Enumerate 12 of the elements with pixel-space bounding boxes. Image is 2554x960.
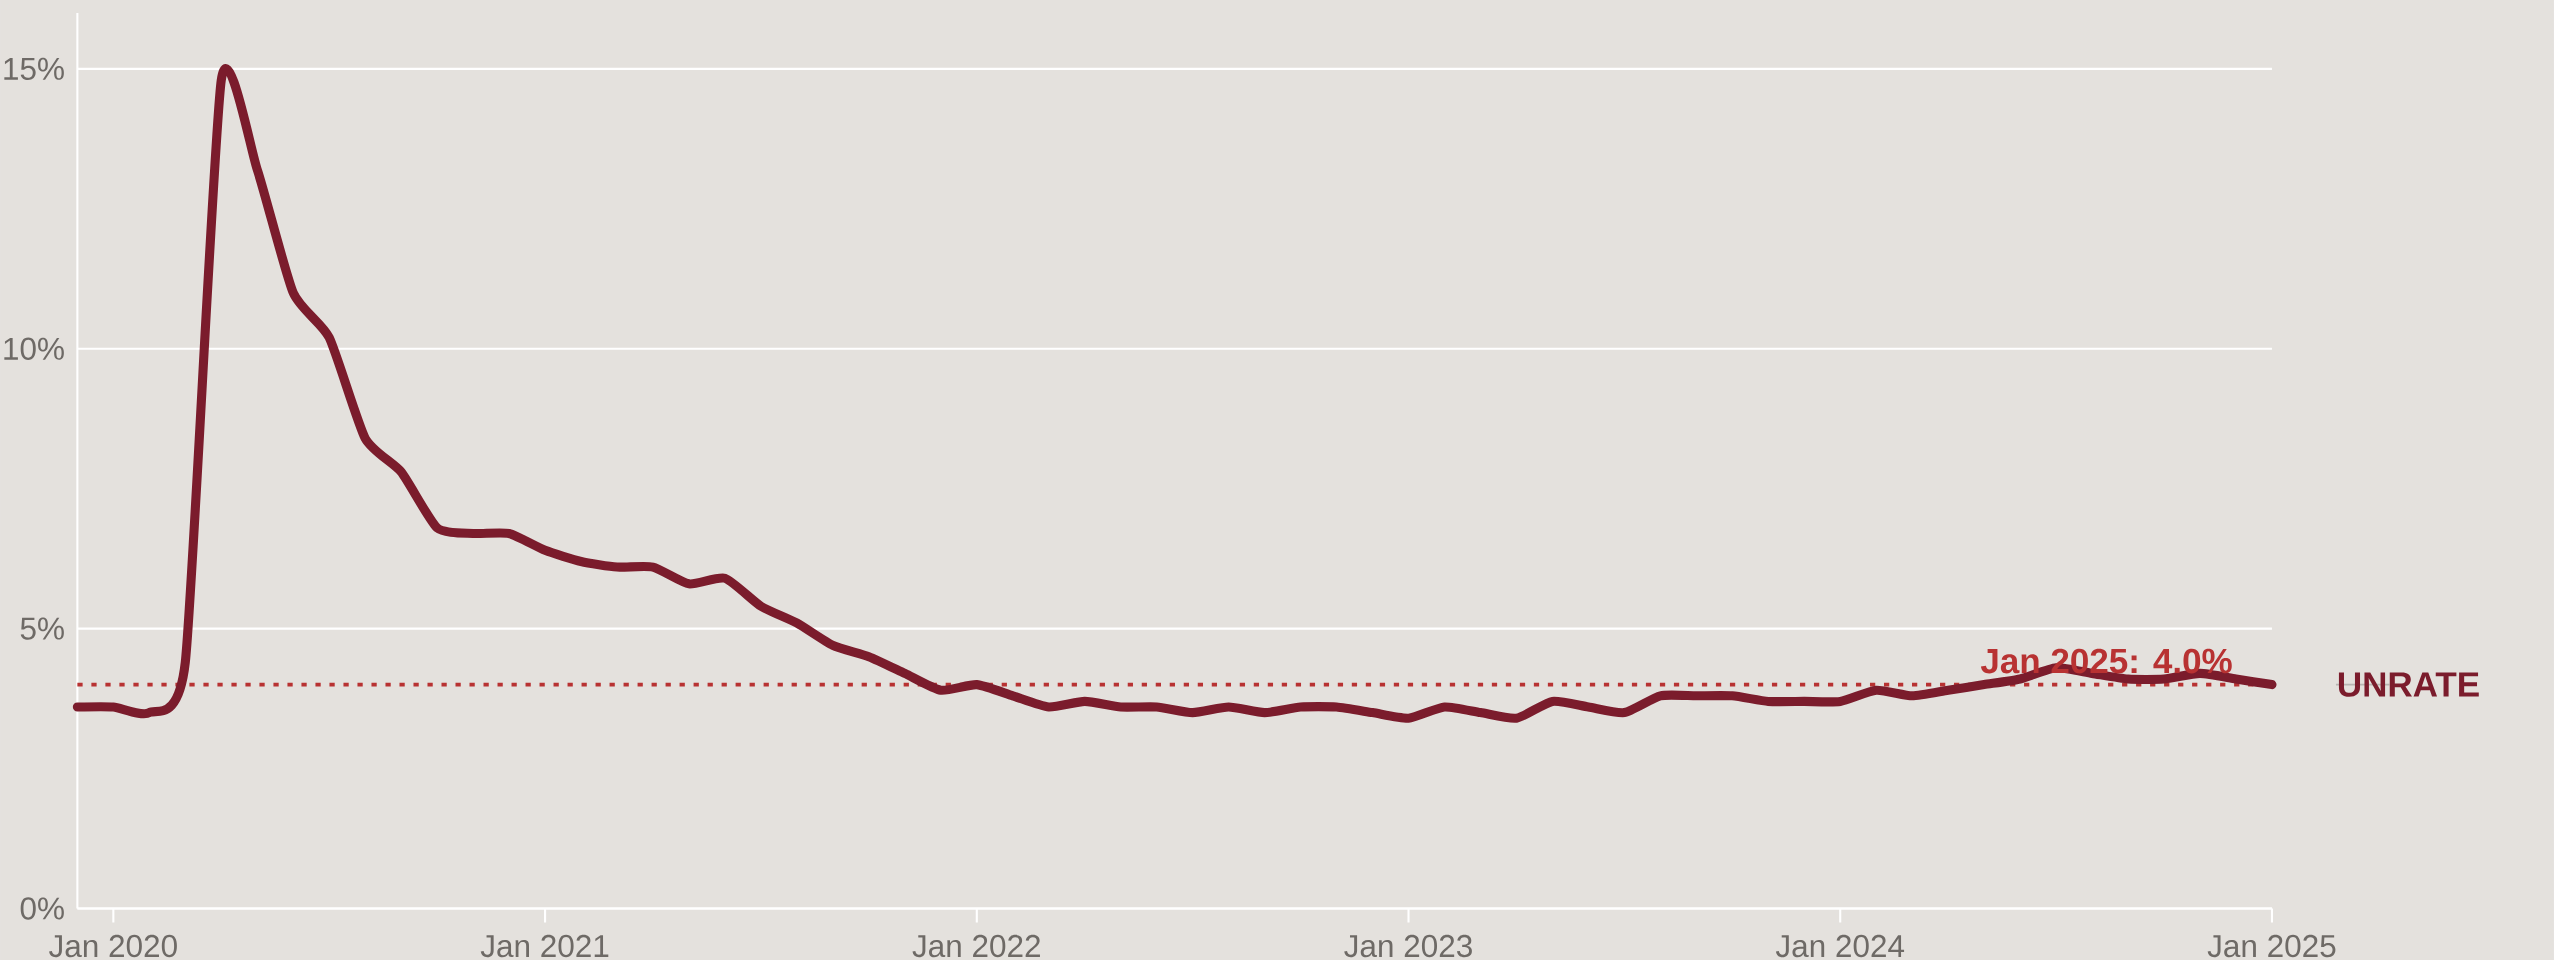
annotation: Jan 2025: 4.0% (1980, 648, 2232, 674)
x-tick-label: Jan 2020 (49, 934, 177, 958)
x-tick-label: Jan 2022 (912, 934, 1040, 958)
y-tick-label: 10% (4, 337, 64, 360)
y-tick-label: 15% (4, 57, 64, 80)
y-tick-label: 5% (20, 617, 64, 640)
x-tick-label: Jan 2021 (480, 934, 609, 958)
series-label: UNRATE (2338, 672, 2479, 697)
x-tick-label: Jan 2025 (2207, 934, 2336, 958)
x-tick-label: Jan 2023 (1344, 934, 1472, 958)
y-tick-label: 0% (20, 897, 64, 920)
x-tick-label: Jan 2024 (1775, 934, 1905, 958)
